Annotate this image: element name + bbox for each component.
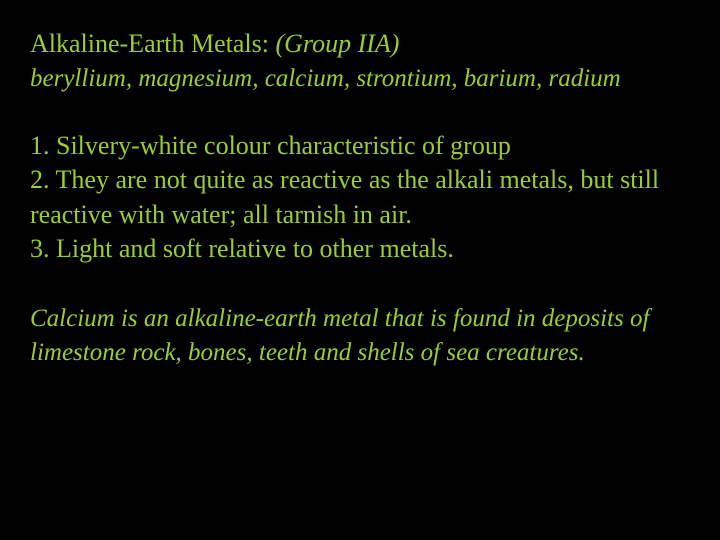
point-1: 1. Silvery-white colour characteristic o… [30,129,690,163]
slide-subtitle: beryllium, magnesium, calcium, strontium… [30,63,690,96]
slide: Alkaline-Earth Metals: (Group IIA) beryl… [0,0,720,540]
slide-title: Alkaline-Earth Metals: (Group IIA) [30,28,690,61]
point-2: 2. They are not quite as reactive as the… [30,163,690,232]
title-main: Alkaline-Earth Metals: [30,29,275,58]
body-points: 1. Silvery-white colour characteristic o… [30,129,690,266]
point-3: 3. Light and soft relative to other meta… [30,232,690,266]
title-group: (Group IIA) [275,29,399,58]
footer-note: Calcium is an alkaline-earth metal that … [30,302,690,369]
